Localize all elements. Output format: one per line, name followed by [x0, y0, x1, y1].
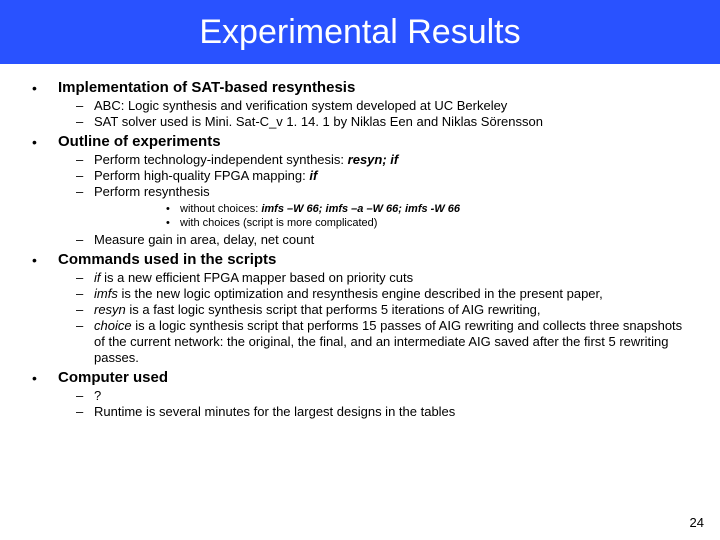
sub-bullet-item: –choice is a logic synthesis script that…: [76, 318, 690, 366]
dash-bullet: –: [76, 286, 94, 302]
dot-bullet: •: [166, 202, 180, 216]
subsub-list: •without choices: imfs –W 66; imfs –a –W…: [76, 202, 690, 230]
sub-text: if is a new efficient FPGA mapper based …: [94, 270, 690, 286]
sub-bullet-item: –resyn is a fast logic synthesis script …: [76, 302, 690, 318]
sub-bullet-item: –Runtime is several minutes for the larg…: [76, 404, 690, 420]
sub-bullet-item: –Perform technology-independent synthesi…: [76, 152, 690, 168]
bullet-dot: •: [30, 78, 58, 98]
sub-list: –?–Runtime is several minutes for the la…: [30, 388, 690, 420]
sub-text: Measure gain in area, delay, net count: [94, 232, 690, 248]
sub-list: –ABC: Logic synthesis and verification s…: [30, 98, 690, 130]
slide-content: •Implementation of SAT-based resynthesis…: [0, 64, 720, 420]
sub-bullet-item: –if is a new efficient FPGA mapper based…: [76, 270, 690, 286]
subsub-text: with choices (script is more complicated…: [180, 216, 690, 230]
dot-bullet: •: [166, 216, 180, 230]
dash-bullet: –: [76, 168, 94, 184]
sub-text: Perform resynthesis: [94, 184, 690, 200]
bullet-dot: •: [30, 368, 58, 388]
title-bar: Experimental Results: [0, 0, 720, 64]
sub-list: –if is a new efficient FPGA mapper based…: [30, 270, 690, 366]
subsub-item: •with choices (script is more complicate…: [166, 216, 690, 230]
sub-bullet-item: –ABC: Logic synthesis and verification s…: [76, 98, 690, 114]
section-heading: Outline of experiments: [58, 132, 221, 152]
sub-text: Perform high-quality FPGA mapping: if: [94, 168, 690, 184]
dash-bullet: –: [76, 302, 94, 318]
dash-bullet: –: [76, 184, 94, 200]
sub-text: ?: [94, 388, 690, 404]
dash-bullet: –: [76, 388, 94, 404]
dash-bullet: –: [76, 270, 94, 286]
sub-text: Perform technology-independent synthesis…: [94, 152, 690, 168]
dash-bullet: –: [76, 98, 94, 114]
dash-bullet: –: [76, 318, 94, 334]
bullet-dot: •: [30, 250, 58, 270]
top-bullet-item: •Outline of experiments–Perform technolo…: [30, 132, 690, 248]
sub-text: resyn is a fast logic synthesis script t…: [94, 302, 690, 318]
top-bullet-item: •Implementation of SAT-based resynthesis…: [30, 78, 690, 130]
top-bullet-item: •Commands used in the scripts–if is a ne…: [30, 250, 690, 366]
sub-bullet-item: –Perform resynthesis: [76, 184, 690, 200]
sub-bullet-item: –SAT solver used is Mini. Sat-C_v 1. 14.…: [76, 114, 690, 130]
sub-text: Runtime is several minutes for the large…: [94, 404, 690, 420]
sub-bullet-item: –?: [76, 388, 690, 404]
dash-bullet: –: [76, 404, 94, 420]
sub-bullet-item: –imfs is the new logic optimization and …: [76, 286, 690, 302]
sub-list: –Perform technology-independent synthesi…: [30, 152, 690, 248]
sub-bullet-item: –Measure gain in area, delay, net count: [76, 232, 690, 248]
sub-text: choice is a logic synthesis script that …: [94, 318, 690, 366]
page-number: 24: [690, 515, 704, 530]
subsub-text: without choices: imfs –W 66; imfs –a –W …: [180, 202, 690, 216]
sub-text: ABC: Logic synthesis and verification sy…: [94, 98, 690, 114]
subsub-item: •without choices: imfs –W 66; imfs –a –W…: [166, 202, 690, 216]
sub-bullet-item: –Perform high-quality FPGA mapping: if: [76, 168, 690, 184]
dash-bullet: –: [76, 232, 94, 248]
section-heading: Computer used: [58, 368, 168, 388]
bullet-list: •Implementation of SAT-based resynthesis…: [30, 78, 690, 420]
slide-title: Experimental Results: [199, 13, 520, 52]
section-heading: Commands used in the scripts: [58, 250, 276, 270]
sub-text: imfs is the new logic optimization and r…: [94, 286, 690, 302]
section-heading: Implementation of SAT-based resynthesis: [58, 78, 355, 98]
top-bullet-item: •Computer used–?–Runtime is several minu…: [30, 368, 690, 420]
sub-text: SAT solver used is Mini. Sat-C_v 1. 14. …: [94, 114, 690, 130]
dash-bullet: –: [76, 152, 94, 168]
bullet-dot: •: [30, 132, 58, 152]
dash-bullet: –: [76, 114, 94, 130]
